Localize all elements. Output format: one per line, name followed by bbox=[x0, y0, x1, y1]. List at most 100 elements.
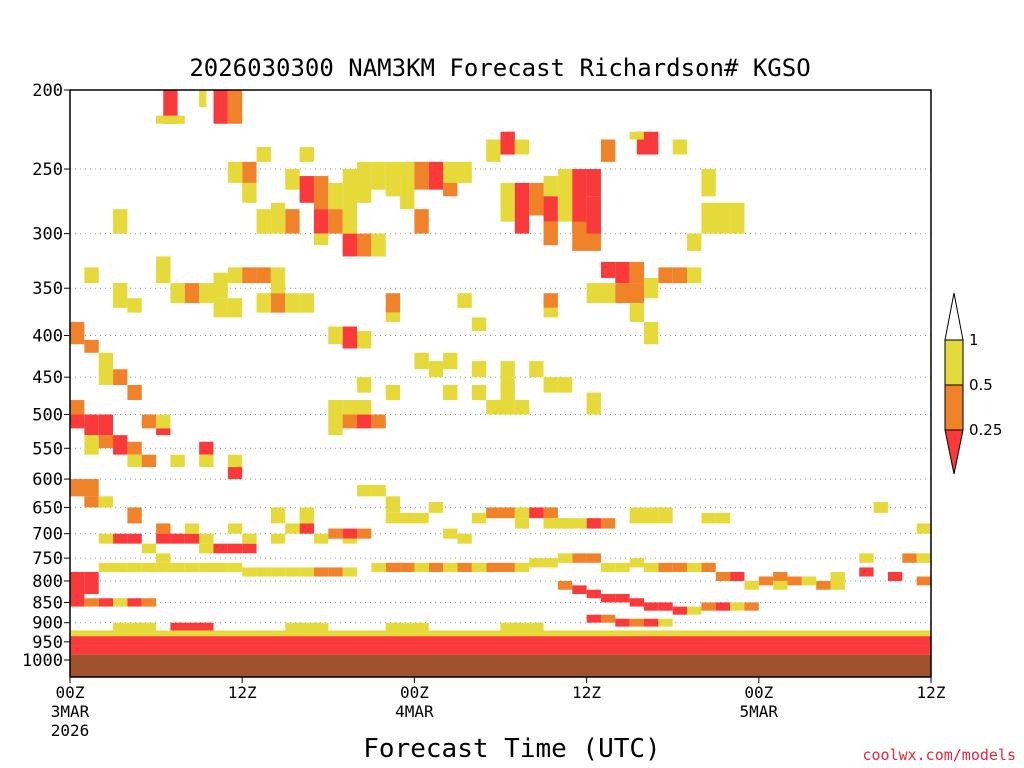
ri-cell-94 bbox=[357, 400, 372, 415]
ri-cell-24 bbox=[414, 209, 429, 234]
ri-cell-85 bbox=[500, 377, 515, 401]
x-tick-label-0-1: 3MAR bbox=[51, 702, 90, 721]
y-tick-label-550: 550 bbox=[32, 439, 63, 459]
y-tick-label-700: 700 bbox=[32, 525, 63, 545]
ri-cell-196 bbox=[715, 512, 731, 524]
ri-cell-184 bbox=[486, 507, 515, 519]
ri-cell-146 bbox=[127, 507, 142, 524]
ri-cell-174 bbox=[357, 484, 372, 497]
ri-cell-100 bbox=[113, 209, 128, 234]
plot-frame bbox=[69, 89, 932, 678]
ri-cell-203 bbox=[887, 572, 903, 581]
ri-cell-13 bbox=[328, 182, 343, 210]
ri-cell-223 bbox=[600, 562, 616, 573]
ri-cell-253 bbox=[156, 562, 171, 573]
ri-cell-272 bbox=[615, 594, 630, 603]
ri-cell-243 bbox=[299, 567, 314, 577]
ri-cell-222 bbox=[615, 562, 630, 573]
ri-cell-153 bbox=[184, 533, 200, 544]
ri-cell-270 bbox=[586, 589, 601, 599]
ri-cell-2 bbox=[213, 90, 228, 124]
ri-cell-251 bbox=[184, 562, 200, 573]
ri-cell-248 bbox=[227, 562, 243, 573]
ri-cell-149 bbox=[127, 533, 142, 544]
ri-cell-136 bbox=[127, 454, 142, 468]
y-tick-label-400: 400 bbox=[32, 326, 63, 346]
ri-cell-34 bbox=[500, 131, 515, 155]
ri-cell-28 bbox=[285, 209, 300, 234]
ri-cell-93 bbox=[328, 400, 343, 415]
ri-cell-193 bbox=[629, 507, 659, 524]
ri-cell-180 bbox=[428, 501, 444, 513]
x-tick-label-60-0: 12Z bbox=[917, 683, 946, 702]
ri-cell-27 bbox=[371, 233, 386, 257]
ri-cell-119 bbox=[70, 321, 85, 345]
ri-cell-266 bbox=[127, 598, 142, 607]
ri-cell-115 bbox=[213, 298, 228, 318]
ri-cell-206 bbox=[773, 572, 788, 581]
ri-cell-40 bbox=[543, 196, 558, 222]
ri-cell-235 bbox=[428, 562, 444, 573]
ri-cell-108 bbox=[256, 267, 271, 284]
ri-cell-283 bbox=[600, 614, 616, 623]
ri-cell-242 bbox=[313, 567, 329, 577]
ri-cell-137 bbox=[141, 454, 157, 468]
ri-cell-289 bbox=[385, 622, 429, 631]
ri-cell-45 bbox=[543, 221, 558, 246]
x-tick-label-0-0: 00Z bbox=[56, 683, 85, 702]
ri-cell-95 bbox=[328, 414, 343, 429]
ri-cell-274 bbox=[644, 602, 659, 611]
ri-cell-200 bbox=[916, 553, 931, 563]
ri-cell-105 bbox=[213, 272, 228, 299]
ri-cell-56 bbox=[615, 261, 630, 284]
ri-cell-264 bbox=[98, 598, 114, 607]
ri-cell-224 bbox=[586, 553, 601, 563]
ri-cell-209 bbox=[801, 576, 817, 586]
ri-cell-21 bbox=[414, 161, 429, 190]
ri-cell-46 bbox=[586, 196, 601, 234]
ri-cell-58 bbox=[644, 277, 659, 299]
ri-cell-20 bbox=[400, 161, 415, 210]
ri-cell-197 bbox=[873, 501, 888, 513]
ri-cell-124 bbox=[127, 384, 142, 401]
ri-cell-89 bbox=[443, 384, 458, 401]
ri-cell-287 bbox=[658, 618, 673, 627]
ri-cell-118 bbox=[84, 267, 99, 284]
ri-cell-241 bbox=[328, 567, 343, 577]
ri-cell-163 bbox=[242, 533, 257, 544]
ri-cell-101 bbox=[156, 256, 171, 284]
ri-cell-92 bbox=[342, 400, 357, 415]
ri-cell-96 bbox=[342, 414, 357, 429]
ri-cell-37 bbox=[514, 182, 530, 234]
ri-cell-214 bbox=[730, 572, 745, 581]
ri-cell-141 bbox=[227, 454, 243, 468]
ri-cell-123 bbox=[98, 369, 114, 385]
ri-cell-103 bbox=[184, 283, 200, 304]
ri-cell-198 bbox=[916, 523, 931, 534]
colorbar-band-red bbox=[944, 429, 964, 475]
colorbar-top-arrow bbox=[944, 292, 964, 341]
ri-cell-38 bbox=[529, 182, 544, 216]
ri-cell-150 bbox=[113, 533, 128, 544]
ri-cell-210 bbox=[816, 580, 831, 590]
ri-cell-11 bbox=[299, 176, 314, 203]
ri-cell-84 bbox=[586, 392, 601, 415]
ri-cell-88 bbox=[471, 384, 487, 401]
ri-cell-171 bbox=[342, 528, 357, 539]
richardson-cells bbox=[70, 90, 931, 655]
y-tick-label-950: 950 bbox=[32, 633, 63, 653]
ri-cell-173 bbox=[342, 538, 357, 544]
y-tick-label-750: 750 bbox=[32, 549, 63, 569]
ri-cell-83 bbox=[557, 377, 573, 393]
ri-cell-265 bbox=[113, 598, 128, 607]
ri-cell-179 bbox=[414, 512, 429, 524]
ri-cell-39 bbox=[543, 176, 558, 197]
ri-cell-87 bbox=[514, 400, 530, 415]
ri-cell-82 bbox=[543, 377, 558, 393]
x-tick-label-48-0: 00Z bbox=[744, 683, 773, 702]
colorbar-legend: 1 0.5 0.25 bbox=[944, 292, 1002, 475]
ri-cell-51 bbox=[701, 169, 716, 197]
ri-cell-238 bbox=[385, 562, 401, 573]
ri-cell-260 bbox=[70, 580, 85, 595]
